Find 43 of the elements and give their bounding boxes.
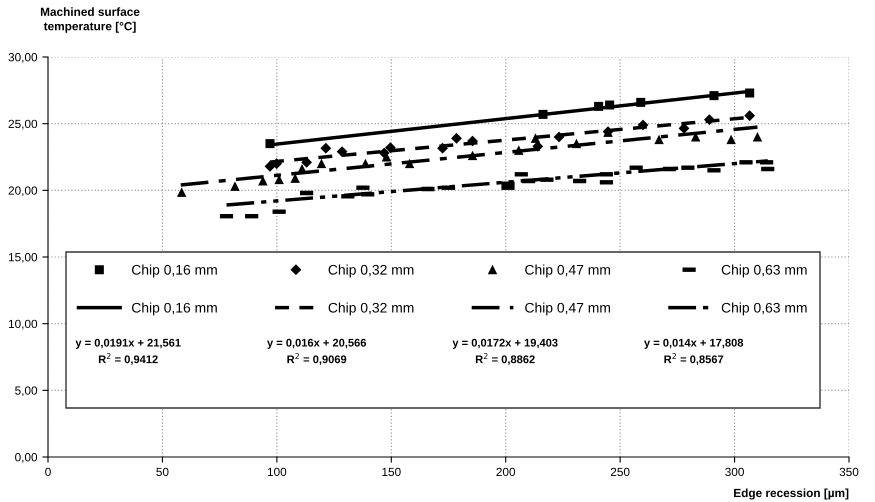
x-tick-label: 150 xyxy=(382,468,401,476)
point xyxy=(385,142,396,153)
y-tick-label: 0,00 xyxy=(15,453,38,463)
annotation: y = 0,0172x + 19,403 R$^{2}$ = 0,8862 xyxy=(452,338,558,365)
y-tick-label: 5,00 xyxy=(15,386,38,396)
x-tick-label: 300 xyxy=(725,468,744,476)
point xyxy=(320,142,332,154)
point xyxy=(258,176,268,186)
point xyxy=(316,159,326,168)
annotation: y = 0,014x + 17,808 R$^{2}$ = 0,8567 xyxy=(644,338,744,365)
annotation: y = 0,0191x + 21,561 R$^{2}$ = 0,9412 xyxy=(75,338,181,365)
x-tick-label: 50 xyxy=(156,468,169,476)
y-tick-label: 15,00 xyxy=(8,253,38,263)
annotation: y = 0,016x + 20,566 R$^{2}$ = 0,9069 xyxy=(267,338,366,365)
point xyxy=(177,188,186,197)
y-tick-label: 20,00 xyxy=(8,186,38,196)
legend-label: Chip 0,32 mm xyxy=(328,302,414,316)
legend-label: Chip 0,16 mm xyxy=(132,302,217,316)
y-tick-label: 10,00 xyxy=(8,320,38,330)
point xyxy=(726,135,736,144)
x-tick-label: 250 xyxy=(610,468,630,476)
point xyxy=(744,110,755,121)
y-tick-label: 25,00 xyxy=(8,120,38,130)
point xyxy=(264,161,276,172)
point xyxy=(336,146,348,157)
point xyxy=(752,132,762,142)
legend-label: Chip 0,16 mm xyxy=(132,264,217,278)
point xyxy=(451,133,462,144)
legend-label: Chip 0,32 mm xyxy=(328,264,414,278)
point xyxy=(530,134,540,143)
x-axis-title: Edge recession [µm] xyxy=(734,488,848,500)
point xyxy=(654,135,664,144)
x-tick-label: 100 xyxy=(268,468,286,476)
legend-label: Chip 0,63 mm xyxy=(722,264,807,278)
legend-label: Chip 0,47 mm xyxy=(525,302,610,316)
y-axis-title: Machined surface temperature [°C] xyxy=(40,7,140,33)
y-tick-label: 30,00 xyxy=(8,53,38,63)
point xyxy=(230,182,240,191)
x-tick-label: 200 xyxy=(496,468,516,476)
x-tick-label: 0 xyxy=(45,468,51,476)
legend-label: Chip 0,63 mm xyxy=(722,302,807,316)
x-tick-label: 350 xyxy=(840,468,858,476)
legend-label: Chip 0,47 mm xyxy=(525,264,610,278)
